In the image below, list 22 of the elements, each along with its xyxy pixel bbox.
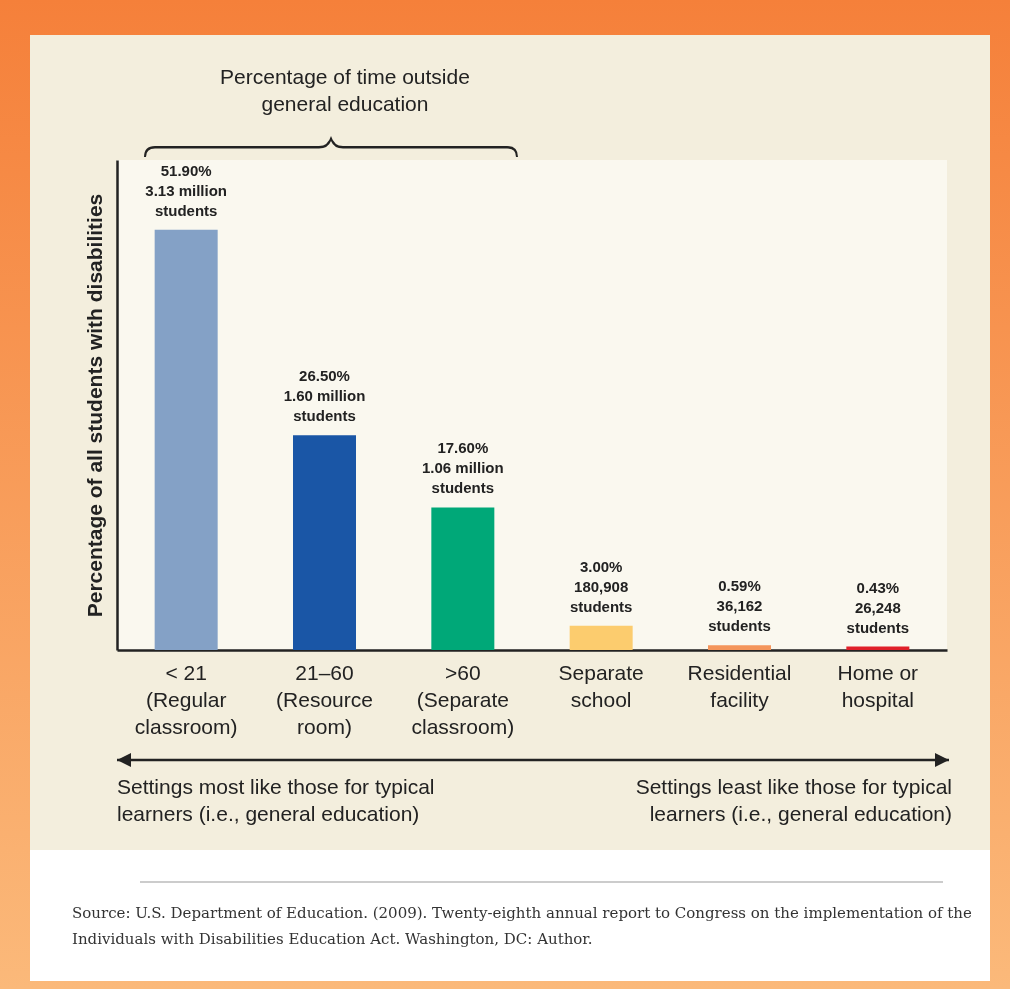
x-tick-label: >60 (Separate classroom) [411, 660, 515, 738]
bar [431, 507, 495, 650]
source-note: Source: U.S. Department of Education. (2009). Twenty-eighth annual report to Congress on the implementation of the Individuals with Disabilities Education Act. Washington, DC: Author. [72, 903, 973, 950]
data-label: 17.60% 1.06 million students [421, 439, 504, 497]
x-tick-label: 21–60 (Resource room) [276, 660, 373, 738]
x-tick-label: Residential facility [687, 660, 792, 711]
text: Percentage of time outside general education [219, 64, 471, 117]
data-label: 0.43% 26,248 students [846, 578, 910, 636]
x-tick-label: Home or hospital [837, 660, 919, 711]
data-label: 0.59% 36,162 students [708, 577, 771, 635]
text: Settings most like those for typical learners (i.e., general education) [117, 774, 436, 827]
data-label: 26.50% 1.60 million students [283, 367, 366, 425]
x-tick-label: < 21 (Regular classroom) [134, 660, 238, 738]
data-label: 51.90% 3.13 million students [145, 161, 228, 219]
bar [154, 229, 218, 650]
y-axis-title: Percentage of all students with disabilities [82, 193, 106, 618]
bar [569, 625, 633, 650]
x-tick-label: Separate school [558, 660, 644, 711]
bar [293, 435, 356, 650]
bar [708, 645, 771, 650]
text: Settings least like those for typical learners (i.e., general education) [634, 774, 952, 827]
data-label: 3.00% 180,908 students [569, 557, 633, 615]
